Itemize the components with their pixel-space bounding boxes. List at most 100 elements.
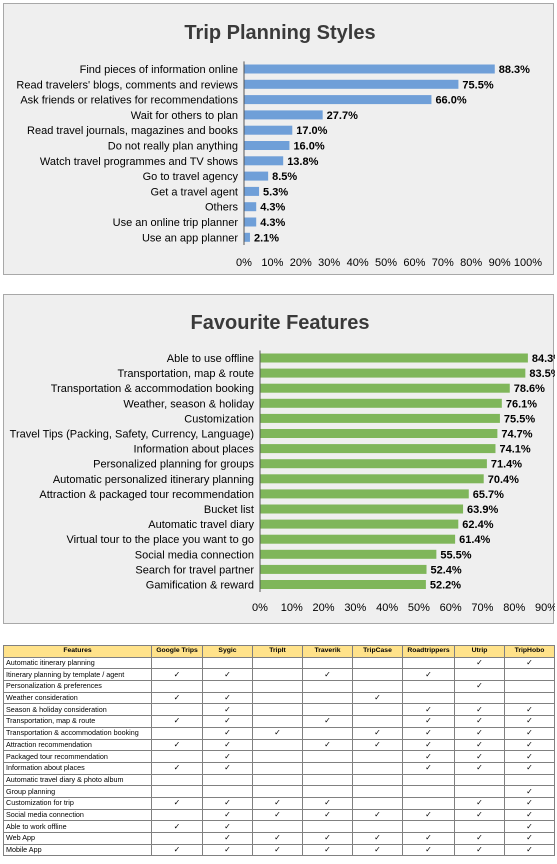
check-mark-cell: ✓ — [352, 726, 403, 740]
empty-cell — [302, 785, 353, 798]
chart0-category-label: Others — [205, 202, 239, 214]
check-mark-cell: ✓ — [202, 843, 253, 857]
chart1-bar — [260, 504, 464, 514]
empty-cell — [252, 691, 303, 705]
feature-name-cell: Transportation & accommodation booking — [3, 726, 152, 740]
check-mark-cell: ✓ — [504, 820, 555, 833]
chart1-category-label: Information about places — [134, 444, 255, 456]
chart0-tick-label: 0% — [236, 257, 252, 269]
empty-cell — [352, 750, 403, 763]
chart1-title: Favourite Features — [191, 312, 370, 334]
table-row: Information about places ✓ ✓ ✓ ✓ ✓ — [3, 761, 555, 775]
empty-cell — [151, 703, 203, 717]
chart0-category-label: Use an online trip planner — [113, 217, 239, 229]
empty-cell — [454, 691, 505, 705]
chart1-value-label: 65.7% — [473, 489, 504, 501]
table-row: Automatic itinerary planning ✓ ✓ — [3, 656, 555, 670]
empty-cell — [402, 680, 455, 693]
chart0-category-label: Find pieces of information online — [80, 64, 238, 76]
empty-cell — [202, 680, 253, 693]
empty-cell — [352, 820, 403, 833]
empty-cell — [151, 773, 203, 787]
check-mark-cell: ✓ — [252, 726, 303, 740]
empty-cell — [302, 761, 353, 775]
table-row: Season & holiday consideration ✓ ✓ ✓ ✓ — [3, 703, 555, 717]
check-mark-cell: ✓ — [202, 668, 253, 682]
empty-cell — [504, 773, 555, 787]
check-mark-cell: ✓ — [302, 738, 353, 752]
chart1-bar — [260, 564, 427, 574]
chart1-value-label: 55.5% — [440, 549, 471, 561]
chart1-value-label: 62.4% — [462, 519, 493, 531]
feature-name-cell: Attraction recommendation — [3, 738, 152, 752]
chart1-value-label: 83.5% — [529, 368, 555, 380]
chart0-bar — [244, 95, 432, 105]
empty-cell — [352, 785, 403, 798]
chart1-category-label: Bucket list — [204, 504, 254, 516]
chart0-category-label: Go to travel agency — [143, 171, 239, 183]
check-mark-cell: ✓ — [352, 843, 403, 857]
check-mark-cell: ✓ — [454, 832, 505, 845]
empty-cell — [252, 785, 303, 798]
check-mark-cell: ✓ — [202, 726, 253, 740]
chart1-tick-label: 10% — [281, 602, 303, 614]
chart1-category-label: Search for travel partner — [135, 564, 254, 576]
check-mark-cell: ✓ — [202, 796, 253, 810]
table-body: Automatic itinerary planning ✓ ✓ Itinerary … — [3, 656, 555, 857]
chart1-category-label: Social media connection — [135, 549, 254, 561]
empty-cell — [252, 761, 303, 775]
feature-name-cell: Customization for trip — [3, 796, 152, 810]
chart1-tick-label: 20% — [313, 602, 335, 614]
empty-cell — [252, 715, 303, 728]
check-mark-cell: ✓ — [302, 668, 353, 682]
empty-cell — [252, 773, 303, 787]
chart0-tick-label: 50% — [375, 257, 397, 269]
chart1-bar — [260, 398, 502, 408]
check-mark-cell: ✓ — [402, 703, 455, 717]
chart0-bar — [244, 64, 495, 74]
chart1-bar — [260, 353, 528, 363]
empty-cell — [352, 715, 403, 728]
feature-name-cell: Automatic travel diary & photo album — [3, 773, 152, 787]
chart0-value-label: 2.1% — [254, 232, 279, 244]
chart0-tick-label: 20% — [290, 257, 312, 269]
check-mark-cell: ✓ — [202, 715, 253, 728]
empty-cell — [402, 820, 455, 833]
chart0-tick-label: 100% — [514, 257, 542, 269]
chart0-value-label: 27.7% — [327, 110, 358, 122]
chart0-bar — [244, 125, 293, 135]
chart0-tick-label: 10% — [261, 257, 283, 269]
check-mark-cell: ✓ — [402, 843, 455, 857]
check-mark-cell: ✓ — [454, 656, 505, 670]
check-mark-cell: ✓ — [454, 738, 505, 752]
check-mark-cell: ✓ — [151, 715, 203, 728]
chart0-tick-label: 40% — [347, 257, 369, 269]
trip-planning-styles-chart: Trip Planning Styles Find pieces of infor… — [16, 22, 542, 269]
features-column-header: Features — [3, 645, 152, 658]
chart1-value-label: 74.1% — [499, 444, 530, 456]
chart1-category-label: Automatic travel diary — [148, 519, 254, 531]
chart1-bar — [260, 429, 498, 438]
check-mark-cell: ✓ — [504, 785, 555, 798]
feature-name-cell: Personalization & preferences — [3, 680, 152, 693]
empty-cell — [151, 680, 203, 693]
table-row: Personalization & preferences ✓ — [3, 680, 555, 693]
check-mark-cell: ✓ — [202, 703, 253, 717]
chart1-tick-label: 70% — [471, 602, 493, 614]
chart0-bar — [244, 217, 257, 227]
empty-cell — [352, 703, 403, 717]
check-mark-cell: ✓ — [302, 715, 353, 728]
check-mark-cell: ✓ — [454, 726, 505, 740]
chart1-tick-label: 50% — [408, 602, 430, 614]
chart0-bar — [244, 171, 269, 181]
empty-cell — [302, 680, 353, 693]
check-mark-cell: ✓ — [504, 703, 555, 717]
chart0-category-label: Get a travel agent — [151, 186, 238, 198]
app-column-header: Utrip — [454, 645, 505, 658]
check-mark-cell: ✓ — [454, 843, 505, 857]
empty-cell — [151, 785, 203, 798]
check-mark-cell: ✓ — [504, 738, 555, 752]
feature-name-cell: Mobile App — [3, 843, 152, 857]
check-mark-cell: ✓ — [302, 843, 353, 857]
empty-cell — [352, 656, 403, 670]
